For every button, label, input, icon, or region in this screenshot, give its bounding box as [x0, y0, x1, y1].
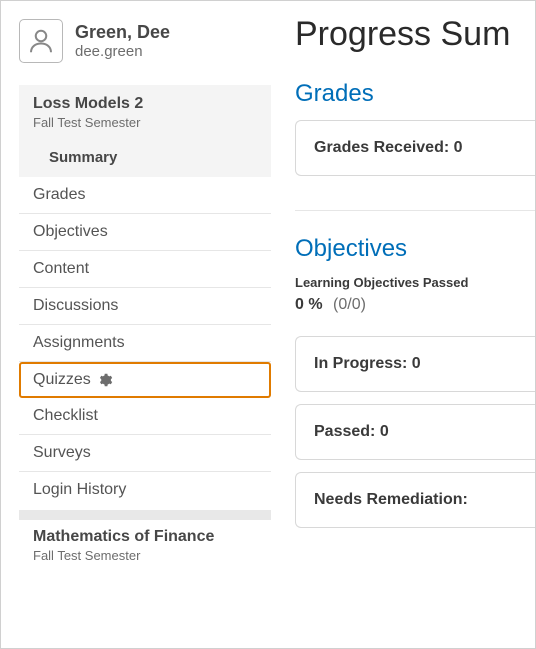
user-login: dee.green: [75, 43, 170, 60]
objectives-pct-value: 0 %: [295, 296, 323, 313]
page-title: Progress Sum: [295, 15, 535, 54]
grades-received-card: Grades Received: 0: [295, 120, 535, 176]
nav-objectives[interactable]: Objectives: [19, 214, 271, 251]
nav-assignments[interactable]: Assignments: [19, 325, 271, 362]
nav-quizzes-label: Quizzes: [33, 371, 91, 389]
passed-card: Passed: 0: [295, 404, 535, 460]
objectives-passed-label: Learning Objectives Passed: [295, 275, 535, 290]
user-name: Green, Dee: [75, 22, 170, 43]
section-divider: [295, 210, 535, 211]
course-semester: Fall Test Semester: [33, 115, 257, 130]
objectives-heading[interactable]: Objectives: [295, 235, 535, 263]
needs-remediation-card: Needs Remediation:: [295, 472, 535, 528]
divider-bar: [19, 510, 271, 520]
nav-checklist[interactable]: Checklist: [19, 398, 271, 435]
nav-summary[interactable]: Summary: [19, 138, 271, 177]
course-header[interactable]: Loss Models 2 Fall Test Semester: [19, 85, 271, 138]
nav-content[interactable]: Content: [19, 251, 271, 288]
course-header-2[interactable]: Mathematics of Finance Fall Test Semeste…: [19, 520, 271, 569]
avatar: [19, 19, 63, 63]
nav-quizzes[interactable]: Quizzes: [19, 362, 271, 398]
nav-grades[interactable]: Grades: [19, 177, 271, 214]
in-progress-card: In Progress: 0: [295, 336, 535, 392]
sidebar: Green, Dee dee.green Loss Models 2 Fall …: [1, 1, 271, 648]
gear-icon: [97, 372, 113, 388]
person-icon: [26, 26, 56, 56]
nav-discussions[interactable]: Discussions: [19, 288, 271, 325]
course-semester-2: Fall Test Semester: [33, 548, 257, 563]
course-block-1: Loss Models 2 Fall Test Semester Summary…: [19, 85, 271, 569]
objectives-ratio: (0/0): [333, 296, 366, 313]
nav-surveys[interactable]: Surveys: [19, 435, 271, 472]
objectives-percent: 0 % (0/0): [295, 296, 535, 314]
user-info: Green, Dee dee.green: [75, 22, 170, 60]
course-title-2: Mathematics of Finance: [33, 528, 257, 546]
main-content: Progress Sum Grades Grades Received: 0 O…: [271, 1, 535, 648]
nav-login-history[interactable]: Login History: [19, 472, 271, 508]
grades-heading[interactable]: Grades: [295, 80, 535, 108]
course-title: Loss Models 2: [33, 95, 257, 113]
user-header: Green, Dee dee.green: [19, 19, 271, 77]
